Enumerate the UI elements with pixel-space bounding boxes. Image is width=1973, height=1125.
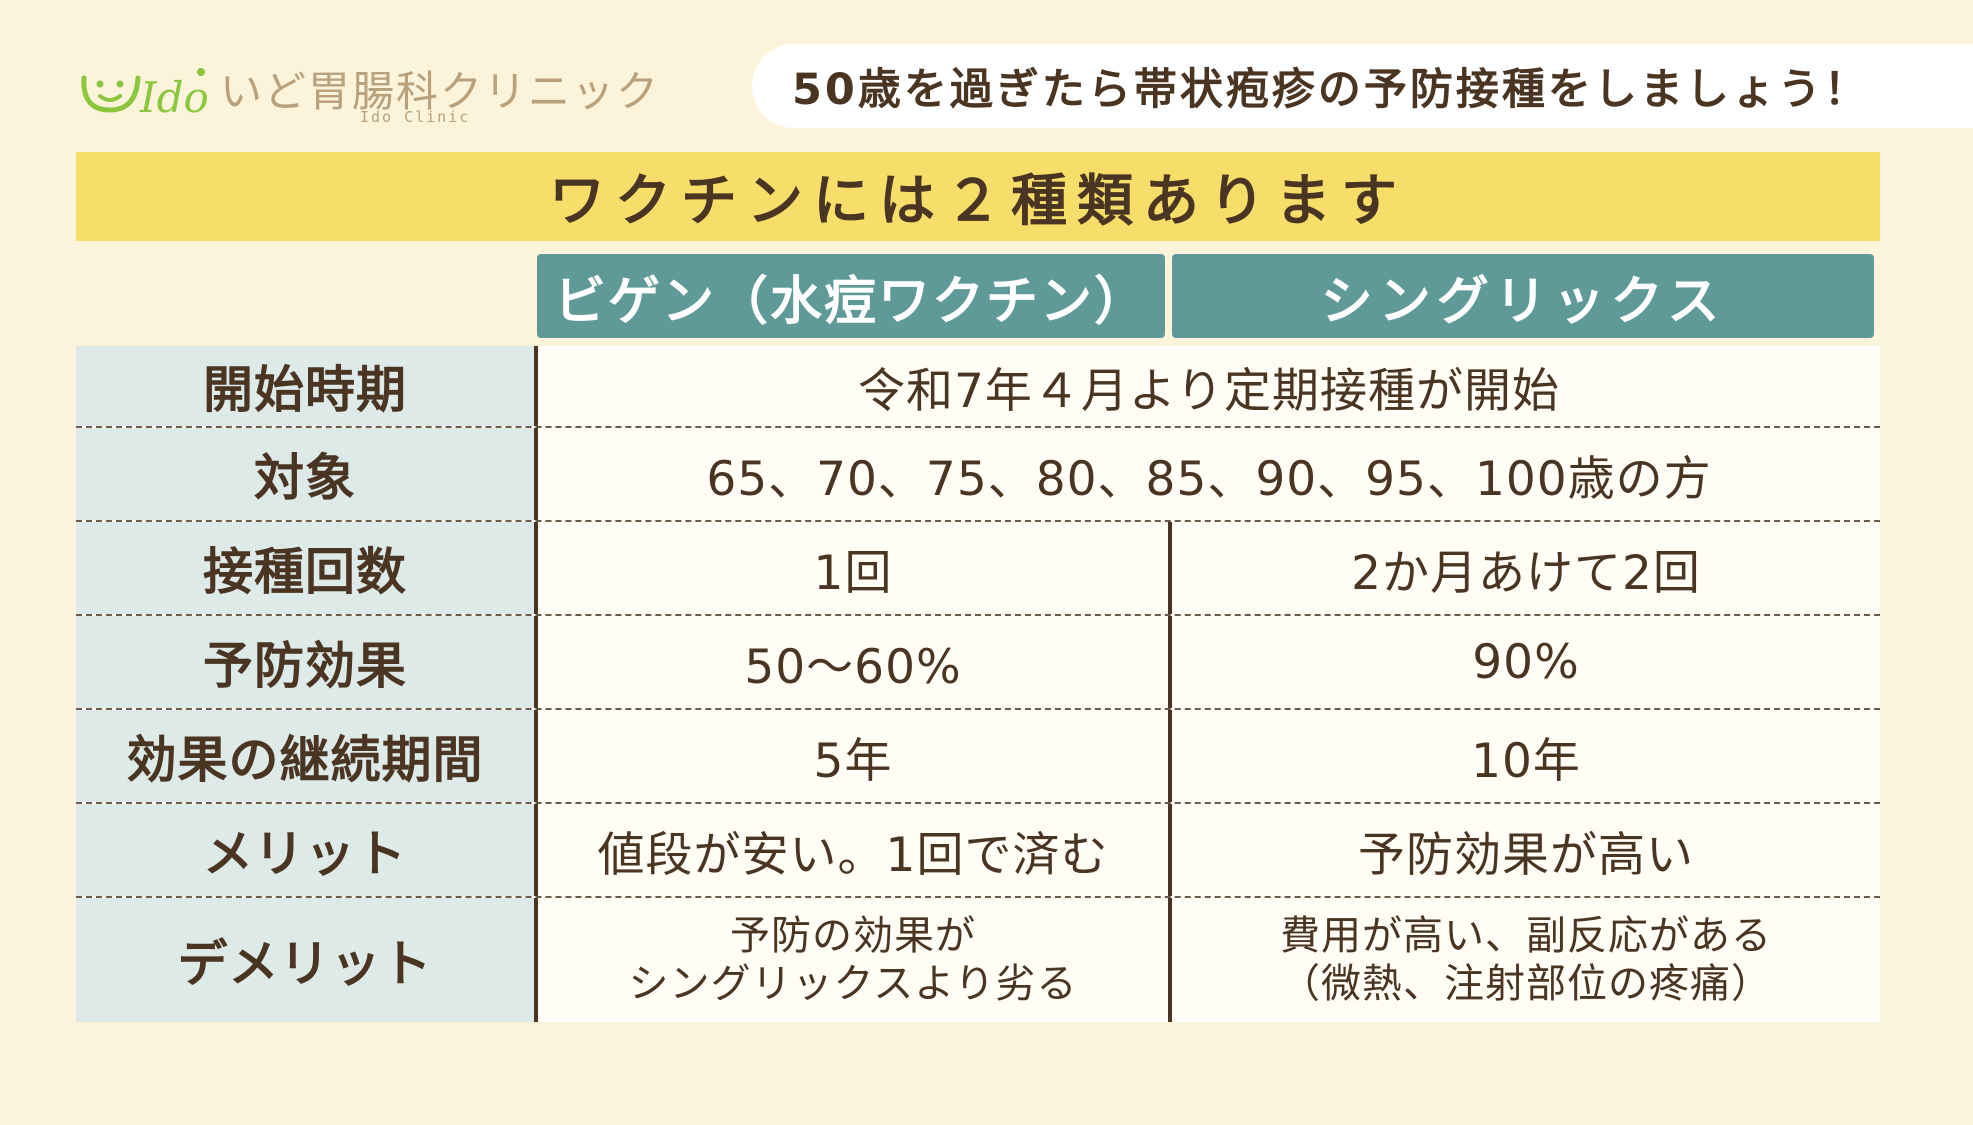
column-divider (534, 428, 538, 520)
row-label: 対象 (76, 428, 534, 520)
table-row-start: 開始時期 令和7年４月より定期接種が開始 (76, 346, 1880, 428)
cell-bigen: 50〜60% (744, 639, 962, 695)
cell-line: シングリックスより劣る (628, 961, 1078, 1007)
column-divider (1168, 804, 1172, 896)
cell-bigen: 1回 (813, 545, 893, 601)
column-header-shingrix: シングリックス (1172, 254, 1874, 338)
cell-bigen: 予防の効果が シングリックスより劣る (538, 898, 1168, 1022)
column-header-bigen: ビゲン（水痘ワクチン） (537, 254, 1165, 338)
column-divider (534, 346, 538, 426)
cell-line: 予防の効果が (730, 913, 976, 959)
column-divider (1168, 898, 1172, 1022)
column-divider (534, 804, 538, 896)
table-row-merits: メリット 値段が安い。1回で済む 予防効果が高い (76, 804, 1880, 898)
column-divider (1168, 616, 1172, 708)
table-row-demerits: デメリット 予防の効果が シングリックスより劣る 費用が高い、副反応がある （微… (76, 898, 1880, 1022)
row-label: 開始時期 (76, 346, 534, 426)
cell-shingrix: 2か月あけて2回 (1351, 545, 1701, 601)
column-divider (534, 616, 538, 708)
clinic-logo: Ido いど胃腸科クリニック Ido Clinic (78, 52, 658, 132)
clinic-subname: Ido Clinic (360, 108, 471, 126)
cell-bigen: 5年 (813, 733, 893, 789)
cell-shingrix: 予防効果が高い (1358, 827, 1694, 883)
cell-line: 費用が高い、副反応がある (1280, 913, 1772, 959)
row-label: 接種回数 (76, 522, 534, 614)
clinic-name: いど胃腸科クリニック (220, 67, 661, 116)
cell-shingrix: 90% (1472, 634, 1580, 690)
vaccine-banner: ワクチンには２種類あります (76, 152, 1880, 241)
cell-merged: 65、70、75、80、85、90、95、100歳の方 (706, 451, 1712, 507)
table-row-target: 対象 65、70、75、80、85、90、95、100歳の方 (76, 428, 1880, 522)
row-label: 予防効果 (76, 616, 534, 708)
row-label: デメリット (76, 898, 534, 1022)
table-row-doses: 接種回数 1回 2か月あけて2回 (76, 522, 1880, 616)
comparison-table: 開始時期 令和7年４月より定期接種が開始 対象 65、70、75、80、85、9… (76, 346, 1880, 1022)
svg-text:Ido: Ido (139, 73, 208, 122)
row-label: メリット (76, 804, 534, 896)
row-label: 効果の継続期間 (76, 710, 534, 802)
column-divider (1168, 522, 1172, 614)
column-divider (1168, 710, 1172, 802)
ido-logo-icon: Ido (81, 68, 208, 122)
cell-line: （微熱、注射部位の疼痛） (1280, 961, 1772, 1007)
cell-shingrix: 10年 (1471, 733, 1581, 789)
table-row-duration: 効果の継続期間 5年 10年 (76, 710, 1880, 804)
column-divider (534, 898, 538, 1022)
column-divider (534, 522, 538, 614)
cell-bigen: 値段が安い。1回で済む (597, 827, 1109, 883)
cell-merged: 令和7年４月より定期接種が開始 (858, 363, 1560, 419)
table-row-efficacy: 予防効果 50〜60% 90% (76, 616, 1880, 710)
column-divider (534, 710, 538, 802)
cell-shingrix: 費用が高い、副反応がある （微熱、注射部位の疼痛） (1172, 898, 1880, 1022)
headline: 50歳を過ぎたら帯状疱疹の予防接種をしましょう！ (752, 44, 1973, 128)
